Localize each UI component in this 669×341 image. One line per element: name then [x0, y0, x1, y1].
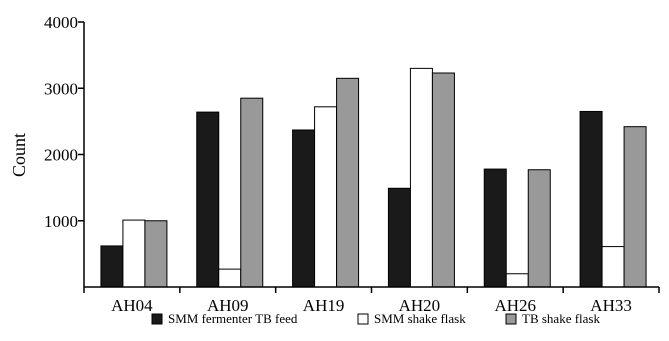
y-tick-label: 4000 [44, 13, 78, 32]
bar-ah04-series-2 [122, 219, 146, 288]
bar-ah19-series-1 [292, 129, 316, 288]
bar-ah09-series-2 [218, 268, 242, 288]
bar-ah33-series-3 [623, 126, 647, 288]
legend: SMM fermenter TB feed SMM shake flask TB s… [151, 311, 600, 326]
bar-ah20-series-3 [431, 72, 455, 288]
bar-ah04-series-1 [100, 245, 124, 288]
bar-ah09-series-3 [240, 97, 264, 288]
bar-ah04-series-3 [144, 220, 168, 288]
bar-ah20-series-2 [409, 67, 433, 288]
legend-label-series-1: SMM fermenter TB feed [168, 311, 298, 326]
ticks-layer: 1000 2000 3000 4000 AH04 AH09 AH19 AH20 AH26 AH33 [44, 13, 660, 315]
bars-layer [100, 67, 647, 288]
bar-ah19-series-2 [314, 106, 338, 288]
x-category-label: AH20 [399, 296, 441, 315]
x-category-label: AH26 [494, 296, 536, 315]
y-tick-label: 1000 [44, 212, 78, 231]
bar-ah19-series-3 [336, 77, 360, 288]
legend-label-series-2: SMM shake flask [374, 311, 466, 326]
bar-ah26-series-1 [483, 168, 507, 288]
x-category-label: AH09 [207, 296, 249, 315]
y-tick-label: 3000 [44, 79, 78, 98]
bar-ah26-series-2 [505, 273, 529, 288]
legend-label-series-3: TB shake flask [522, 311, 600, 326]
x-category-label: AH33 [590, 296, 632, 315]
legend-swatch-series-2 [357, 313, 369, 325]
axes-layer [83, 22, 659, 288]
legend-swatch-series-1 [151, 313, 163, 325]
y-axis-title: Count [9, 133, 29, 177]
bar-ah20-series-1 [387, 187, 411, 288]
legend-swatch-series-3 [505, 313, 517, 325]
y-tick-label: 2000 [44, 146, 78, 165]
bar-ah26-series-3 [527, 169, 551, 288]
bar-ah33-series-1 [579, 110, 603, 288]
x-category-label: AH19 [303, 296, 345, 315]
bar-ah09-series-1 [196, 111, 220, 288]
bar-ah33-series-2 [601, 246, 625, 288]
x-category-label: AH04 [111, 296, 153, 315]
